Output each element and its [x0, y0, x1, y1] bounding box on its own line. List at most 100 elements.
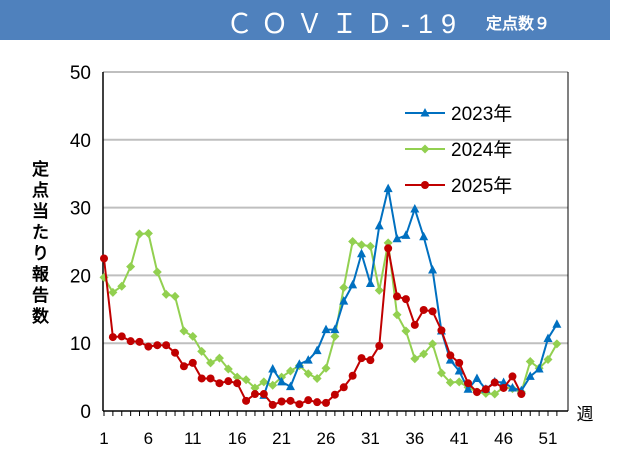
y-tick-label: 50 — [70, 63, 91, 84]
data-point — [268, 363, 278, 373]
data-point — [303, 369, 313, 379]
data-point — [455, 358, 464, 367]
data-point — [454, 377, 464, 387]
data-point — [534, 363, 544, 373]
data-point — [419, 231, 429, 241]
data-point — [179, 326, 189, 336]
data-point — [374, 220, 384, 230]
data-point — [259, 390, 268, 399]
legend-label: 2024年 — [451, 139, 512, 161]
series-line-2024年 — [103, 232, 558, 396]
data-point — [543, 354, 553, 364]
data-point — [330, 324, 340, 334]
data-point — [126, 337, 135, 346]
data-point — [339, 296, 349, 305]
sentinel-count: 定点数９ — [486, 14, 551, 33]
data-point — [188, 358, 197, 367]
data-point — [419, 349, 429, 359]
data-point — [170, 291, 180, 301]
data-point — [436, 368, 446, 378]
data-point — [525, 357, 535, 367]
data-point — [472, 373, 482, 382]
y-tick-label: 40 — [70, 131, 91, 152]
data-point — [286, 396, 295, 405]
data-point — [401, 326, 411, 336]
data-point — [224, 377, 233, 386]
data-point — [126, 262, 136, 272]
data-point — [428, 339, 438, 349]
data-point — [481, 385, 490, 394]
legend-marker — [420, 144, 430, 154]
data-point — [330, 331, 340, 341]
data-point — [304, 396, 313, 405]
data-point — [268, 400, 277, 409]
data-point — [161, 289, 171, 299]
x-tick-label: 16 — [228, 429, 247, 448]
series-line-2023年 — [262, 188, 558, 396]
data-point — [108, 333, 117, 342]
x-tick-label: 21 — [272, 429, 291, 448]
data-point — [525, 371, 535, 380]
data-point — [393, 292, 402, 301]
data-point — [437, 326, 446, 335]
data-point — [348, 279, 358, 289]
data-point — [348, 371, 357, 380]
data-point — [365, 278, 375, 288]
x-tick-label: 46 — [494, 429, 513, 448]
x-tick-label: 41 — [450, 429, 469, 448]
legend-label: 2023年 — [451, 103, 512, 125]
data-point — [454, 365, 464, 375]
data-point — [206, 358, 216, 368]
data-point — [232, 372, 242, 382]
data-point — [499, 383, 508, 392]
data-point — [508, 372, 517, 381]
data-point — [392, 310, 402, 320]
data-point — [100, 254, 108, 263]
data-point — [268, 380, 278, 390]
data-point — [330, 390, 339, 399]
data-point — [428, 307, 437, 316]
x-axis-label: 週 — [577, 405, 594, 425]
data-point — [410, 354, 420, 364]
data-point — [374, 285, 384, 295]
chart-header: ＣＯＶＩＤ-19 定点数９ — [0, 0, 610, 40]
x-tick-label: 36 — [405, 429, 424, 448]
data-point — [242, 396, 251, 405]
data-point — [552, 319, 562, 328]
data-point — [445, 378, 455, 388]
data-point — [517, 390, 526, 399]
data-point — [463, 384, 473, 393]
data-point — [241, 375, 251, 385]
data-point — [117, 281, 127, 291]
data-point — [143, 228, 153, 238]
data-point — [285, 381, 295, 391]
data-point — [375, 341, 384, 350]
y-tick-label: 20 — [70, 266, 91, 287]
data-point — [339, 283, 349, 293]
data-point — [295, 400, 304, 409]
data-point — [197, 346, 207, 356]
data-point — [135, 337, 144, 346]
data-point — [259, 377, 269, 387]
data-point — [543, 333, 553, 342]
x-tick-label: 26 — [317, 429, 336, 448]
data-point — [303, 355, 313, 364]
data-point — [162, 341, 171, 350]
legend-marker — [420, 108, 430, 117]
data-point — [410, 320, 419, 329]
data-point — [392, 233, 402, 243]
data-point — [552, 339, 562, 349]
data-point — [250, 383, 260, 393]
data-point — [223, 364, 233, 374]
data-point — [153, 341, 162, 350]
y-tick-label: 0 — [80, 402, 91, 423]
data-point — [446, 351, 455, 360]
data-point — [383, 183, 393, 193]
data-point — [490, 389, 500, 399]
data-point — [428, 264, 438, 274]
y-tick-label: 30 — [70, 199, 91, 220]
x-tick-label: 6 — [144, 429, 153, 448]
data-point — [365, 241, 375, 251]
data-point — [152, 267, 162, 277]
data-point — [179, 362, 188, 371]
